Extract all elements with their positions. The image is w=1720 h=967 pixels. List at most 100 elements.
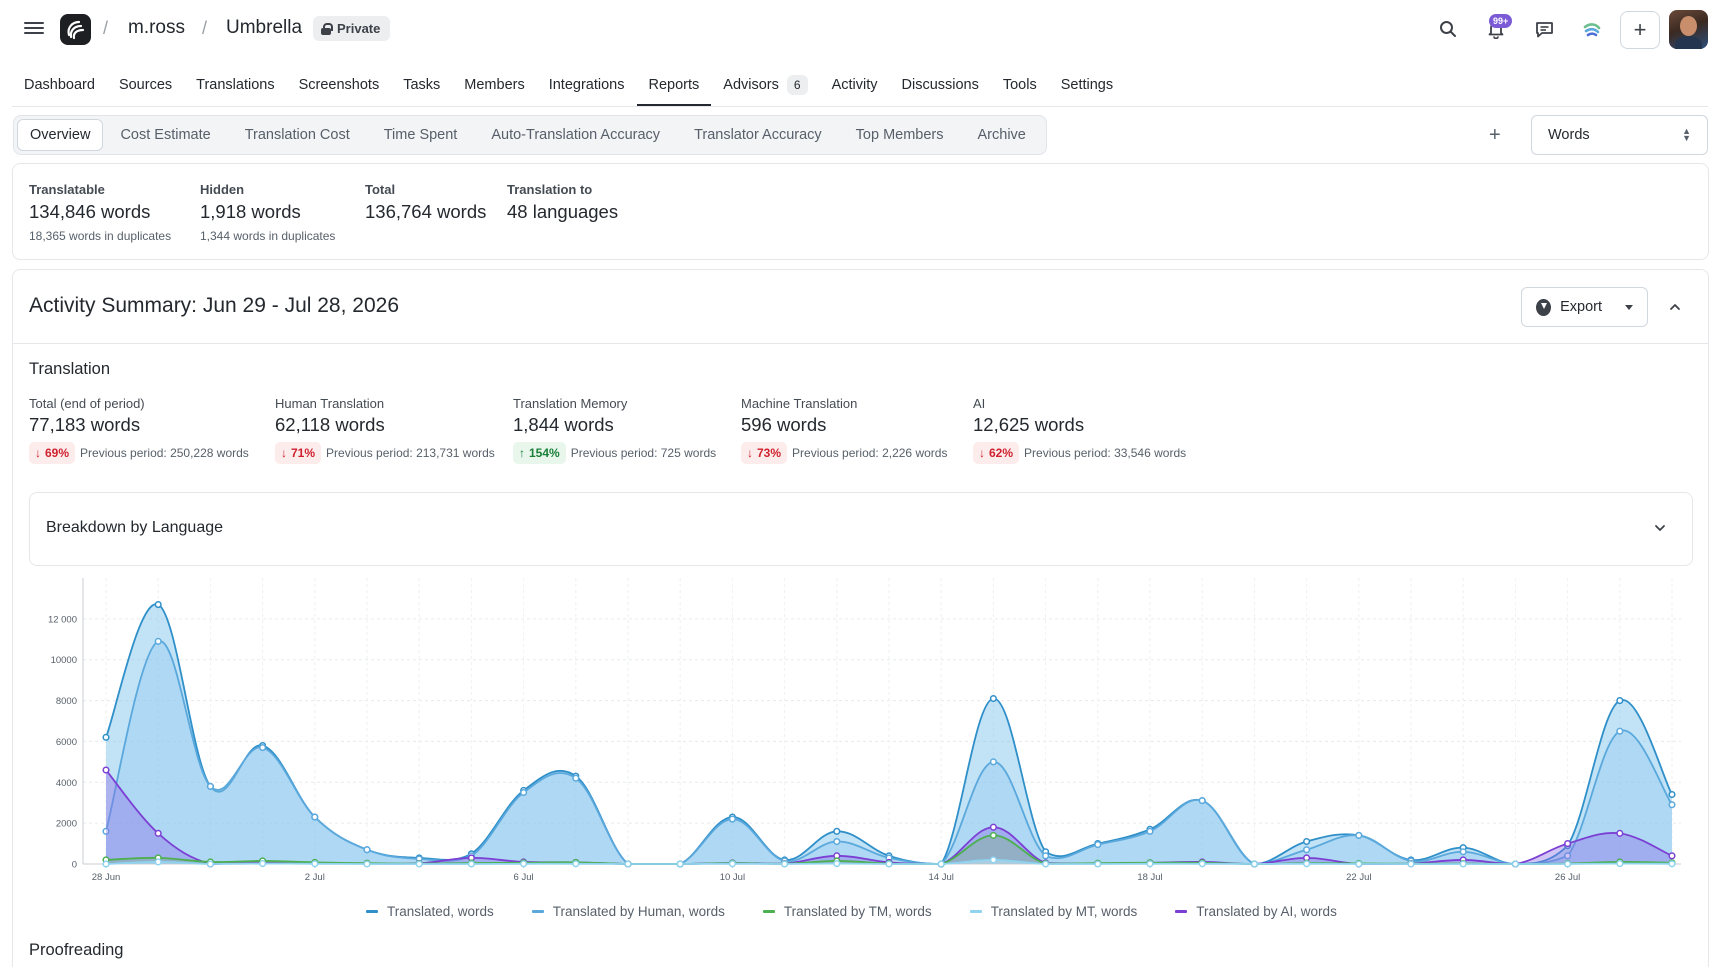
tab-archive[interactable]: Archive bbox=[977, 127, 1026, 143]
data-point bbox=[1511, 860, 1519, 868]
change-badge: ↓ 69% bbox=[29, 442, 76, 464]
plus-icon: + bbox=[1633, 17, 1647, 42]
nav-item-sources[interactable]: Sources bbox=[107, 64, 184, 106]
data-point bbox=[311, 813, 319, 821]
create-button[interactable]: + bbox=[1620, 11, 1660, 49]
change-badge: ↓ 62% bbox=[973, 442, 1020, 464]
stat-total: Total 136,764 words bbox=[365, 182, 486, 223]
breadcrumb-project[interactable]: Umbrella bbox=[226, 17, 303, 38]
data-point bbox=[1355, 860, 1363, 868]
ai-assistant-icon[interactable] bbox=[1580, 17, 1604, 41]
nav-item-label: Translations bbox=[196, 77, 275, 93]
avatar[interactable] bbox=[1669, 10, 1708, 49]
menu-icon[interactable] bbox=[24, 19, 44, 37]
chat-icon[interactable] bbox=[1532, 17, 1556, 41]
change-badge: ↓ 73% bbox=[741, 442, 788, 464]
nav-item-members[interactable]: Members bbox=[452, 64, 536, 106]
nav-item-advisors[interactable]: Advisors 6 bbox=[711, 64, 819, 106]
tab-overview[interactable]: Overview bbox=[17, 119, 104, 151]
metric-comparison: ↓ 62% Previous period: 33,546 words bbox=[973, 442, 1186, 464]
data-point bbox=[206, 860, 214, 868]
metric-ai: AI 12,625 words ↓ 62% Previous period: 33,54… bbox=[973, 396, 1186, 464]
legend-swatch bbox=[531, 910, 544, 913]
tab-auto-translation-accuracy[interactable]: Auto-Translation Accuracy bbox=[491, 127, 661, 143]
nav-item-screenshots[interactable]: Screenshots bbox=[287, 64, 392, 106]
x-tick-label: 6 Jul bbox=[514, 872, 534, 883]
breadcrumb-separator: / bbox=[103, 18, 109, 38]
export-button[interactable]: Export bbox=[1521, 287, 1648, 327]
data-point bbox=[1616, 860, 1624, 868]
x-tick-label: 10 Jul bbox=[720, 872, 745, 883]
nav-item-tasks[interactable]: Tasks bbox=[391, 64, 452, 106]
breakdown-by-language[interactable]: Breakdown by Language bbox=[29, 492, 1693, 566]
chevron-down-icon[interactable] bbox=[1652, 520, 1668, 536]
tab-translation-cost[interactable]: Translation Cost bbox=[244, 127, 350, 143]
data-point bbox=[1668, 860, 1676, 868]
metric-value: 77,183 words bbox=[29, 414, 141, 435]
data-point bbox=[1146, 860, 1154, 868]
nav-item-activity[interactable]: Activity bbox=[820, 64, 890, 106]
nav-item-label: Activity bbox=[831, 77, 878, 93]
nav-item-dashboard[interactable]: Dashboard bbox=[24, 64, 107, 106]
data-point bbox=[989, 758, 997, 766]
metric-value: 596 words bbox=[741, 414, 827, 435]
data-point bbox=[937, 860, 945, 868]
tab-time-spent[interactable]: Time Spent bbox=[383, 127, 458, 143]
legend-swatch bbox=[366, 910, 378, 913]
activity-title: Activity Summary: Jun 29 - Jul 28, 2026 bbox=[29, 294, 399, 317]
tab-top-members[interactable]: Top Members bbox=[855, 127, 944, 143]
nav-item-reports[interactable]: Reports bbox=[636, 64, 712, 106]
nav-item-label: Members bbox=[464, 77, 525, 93]
breadcrumb-separator: / bbox=[202, 18, 208, 38]
metric-label: Machine Translation bbox=[741, 396, 858, 411]
data-point bbox=[520, 788, 528, 797]
arrow-down-icon: ↓ bbox=[281, 446, 287, 460]
legend-label: Translated by Human, words bbox=[552, 904, 725, 919]
nav-item-integrations[interactable]: Integrations bbox=[537, 64, 637, 106]
unit-select[interactable]: Words ▲ ▼ bbox=[1531, 115, 1708, 155]
chevron-up-icon[interactable] bbox=[1667, 299, 1683, 315]
translation-activity-chart: 0 2000 4000 6000 8000 10000 12 000 28 Jun 2 Jul 6… bbox=[48, 578, 1681, 883]
app-logo[interactable] bbox=[60, 14, 91, 45]
nav-item-discussions[interactable]: Discussions bbox=[890, 64, 991, 106]
data-point bbox=[102, 827, 110, 835]
nav-item-label: Tasks bbox=[403, 77, 441, 93]
legend-item[interactable]: Translated by Human, words bbox=[531, 904, 725, 919]
metric-comparison: ↓ 69% Previous period: 250,228 words bbox=[29, 442, 249, 464]
data-point bbox=[1042, 860, 1050, 868]
data-point bbox=[1564, 860, 1572, 868]
arrow-down-icon: ↓ bbox=[747, 446, 753, 460]
legend-swatch bbox=[969, 910, 982, 913]
legend-item[interactable]: Translated, words bbox=[366, 904, 494, 919]
data-point bbox=[259, 744, 267, 752]
legend-item[interactable]: Translated by TM, words bbox=[762, 904, 932, 919]
change-badge: ↓ 71% bbox=[275, 442, 322, 464]
breadcrumb-user[interactable]: m.ross bbox=[128, 17, 185, 38]
metric-human-translation: Human Translation 62,118 words ↓ 71% Previou… bbox=[275, 396, 495, 464]
top-bar: / m.ross / Umbrella Private 99+ + bbox=[0, 0, 1720, 58]
nav-item-translations[interactable]: Translations bbox=[184, 64, 286, 106]
data-point bbox=[154, 601, 162, 609]
data-point bbox=[1564, 840, 1572, 848]
export-label: Export bbox=[1560, 299, 1602, 315]
data-point bbox=[154, 637, 162, 645]
tab-cost-estimate[interactable]: Cost Estimate bbox=[120, 127, 211, 143]
add-report-icon[interactable]: + bbox=[1489, 124, 1501, 146]
data-point bbox=[1146, 827, 1154, 835]
data-point bbox=[1668, 790, 1676, 799]
metric-value: 1,844 words bbox=[513, 414, 614, 435]
data-point bbox=[833, 860, 841, 868]
data-point bbox=[311, 860, 319, 868]
proofreading-section-title: Proofreading bbox=[29, 941, 124, 959]
data-point bbox=[572, 860, 580, 868]
nav-item-tools[interactable]: Tools bbox=[991, 64, 1049, 106]
legend-item[interactable]: Translated by AI, words bbox=[1175, 904, 1337, 919]
legend-item[interactable]: Translated by MT, words bbox=[969, 904, 1137, 919]
metric-total-end-of-period: Total (end of period) 77,183 words ↓ 69% Pre… bbox=[29, 396, 249, 464]
arrow-down-icon: ↓ bbox=[35, 446, 41, 460]
tab-translator-accuracy[interactable]: Translator Accuracy bbox=[694, 127, 822, 143]
nav-item-settings[interactable]: Settings bbox=[1049, 64, 1125, 106]
data-point bbox=[1303, 846, 1311, 854]
metric-label: Total (end of period) bbox=[29, 396, 145, 411]
search-icon[interactable] bbox=[1436, 17, 1460, 41]
